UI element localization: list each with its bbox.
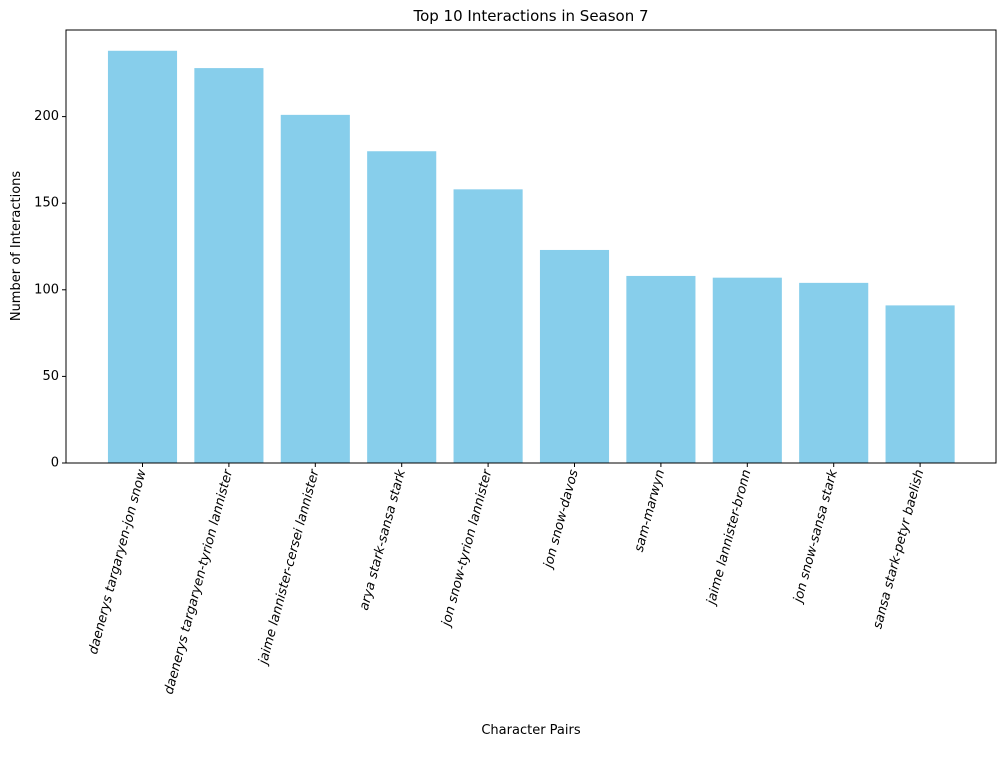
- x-tick-label: jaime lannister-cersei lannister: [256, 466, 323, 667]
- bar: [885, 305, 955, 463]
- bar: [539, 249, 610, 463]
- bar: [280, 114, 350, 464]
- y-tick-label: 50: [42, 369, 59, 384]
- x-tick-label: daenerys targaryen-jon snow: [86, 468, 150, 656]
- x-tick-label: jon snow-tyrion lannister: [439, 466, 496, 629]
- chart-title: Top 10 Interactions in Season 7: [412, 7, 648, 25]
- plot-frame: [65, 29, 997, 464]
- bar: [194, 68, 264, 463]
- x-tick-label: jon snow-sansa stark: [791, 468, 842, 606]
- x-tick-label: arya stark-sansa stark: [357, 468, 409, 612]
- y-axis-label: Number of Interactions: [9, 171, 24, 322]
- bar: [367, 151, 437, 464]
- x-tick-label: daenerys targaryen-tyrion lannister: [162, 466, 237, 696]
- x-tick-label: jaime lannister-bronn: [704, 468, 755, 608]
- x-tick-label: jon snow-davos: [541, 468, 582, 571]
- y-axis: 0 50 100 150 200: [34, 109, 66, 471]
- bar: [107, 50, 178, 463]
- bar: [626, 275, 696, 463]
- bar: [799, 282, 869, 463]
- y-tick-label: 150: [34, 196, 59, 211]
- y-tick-label: 0: [51, 456, 59, 471]
- x-tick-label: sam-marwyn: [632, 468, 668, 554]
- x-axis-label: Character Pairs: [481, 723, 580, 738]
- x-axis: daenerys targaryen-jon snow daenerys targ…: [86, 463, 927, 696]
- bar: [453, 189, 523, 463]
- x-tick-label: sansa stark-petyr baelish: [870, 468, 927, 631]
- y-tick-label: 200: [34, 109, 59, 124]
- bar: [712, 277, 782, 463]
- bars-group: [107, 50, 955, 464]
- y-tick-label: 100: [34, 282, 59, 297]
